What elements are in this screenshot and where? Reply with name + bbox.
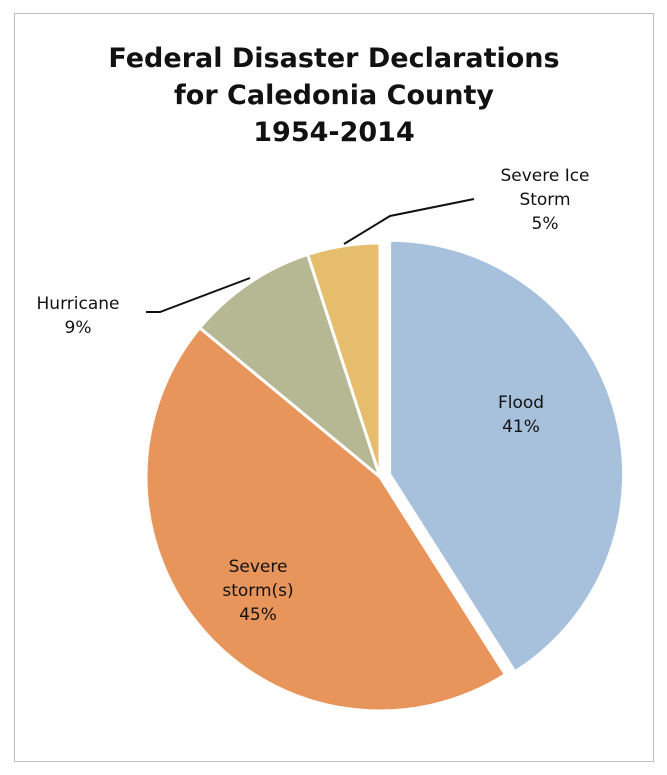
pie-slices	[144, 238, 626, 713]
slice-severe-storms-name: storm(s)	[222, 581, 293, 601]
slice-severe-storms-label: Severe storm(s) 45%	[222, 557, 293, 625]
leader-lines	[146, 198, 475, 313]
chart-title: Federal Disaster Declarations for Caledo…	[14, 40, 654, 151]
slice-severe-ice-storm-name: Severe Ice	[500, 166, 589, 186]
chart-title-line-3: 1954-2014	[253, 117, 415, 148]
slice-flood-name: Flood	[498, 393, 544, 413]
slice-severe-ice-storm-label: Severe Ice Storm 5%	[500, 166, 589, 234]
slice-hurricane-label: Hurricane 9%	[37, 294, 120, 338]
slice-hurricane-name: Hurricane	[37, 294, 120, 314]
chart-title-line-2: for Caledonia County	[174, 80, 494, 111]
slice-flood	[388, 238, 626, 674]
chart-title-line-1: Federal Disaster Declarations	[108, 43, 560, 74]
slice-hurricane-leader-line	[146, 277, 251, 313]
slice-severe-ice-storm-leader-line	[343, 198, 475, 245]
slice-hurricane	[197, 252, 384, 482]
slice-severe-ice-storm	[305, 241, 382, 478]
slice-severe-storms-name: Severe	[229, 557, 288, 577]
slice-flood-label: Flood 41%	[498, 393, 544, 437]
slice-labels: Flood 41% Severe storm(s) 45% Hurricane 9% Seve…	[37, 166, 590, 625]
slice-hurricane-percent: 9%	[65, 318, 92, 338]
slice-severe-ice-storm-name: Storm	[519, 190, 570, 210]
slice-severe-ice-storm-percent: 5%	[532, 214, 559, 234]
slice-severe-storms	[144, 325, 508, 713]
slice-severe-storms-percent: 45%	[239, 605, 277, 625]
slice-flood-percent: 41%	[502, 417, 540, 437]
